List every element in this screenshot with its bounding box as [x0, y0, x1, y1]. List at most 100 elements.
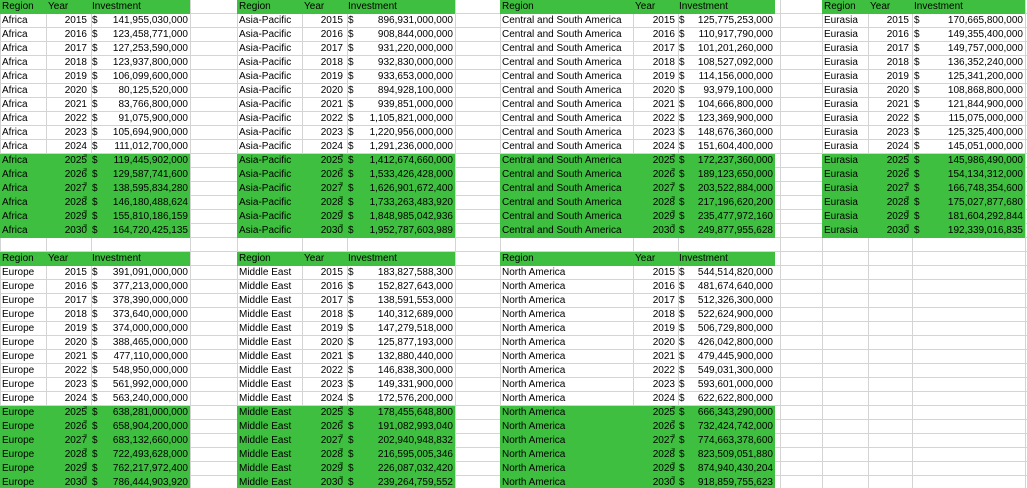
region-cell[interactable]: Asia-Pacific [239, 43, 292, 54]
region-cell[interactable]: North America [502, 351, 566, 362]
investment-cell[interactable]: 192,339,016,835 [947, 225, 1023, 236]
region-cell[interactable]: Eurasia [824, 113, 858, 124]
region-cell[interactable]: Central and South America [502, 57, 622, 68]
currency-symbol-cell[interactable]: $ [348, 15, 354, 26]
investment-cell[interactable]: 249,877,955,628 [697, 225, 773, 236]
investment-cell[interactable]: 918,859,755,623 [697, 477, 773, 488]
year-cell[interactable]: 2018 [886, 57, 909, 68]
region-cell[interactable]: Eurasia [824, 57, 858, 68]
year-cell[interactable]: 2022 [64, 113, 87, 124]
year-cell[interactable]: 2029 [652, 210, 675, 222]
region-cell[interactable]: Africa [2, 211, 28, 222]
investment-cell[interactable]: 106,099,600,000 [112, 71, 188, 82]
region-cell[interactable]: Asia-Pacific [239, 169, 292, 180]
currency-symbol-cell[interactable]: $ [348, 421, 354, 432]
region-cell[interactable]: Eurasia [824, 99, 858, 110]
currency-symbol-cell[interactable]: $ [92, 43, 98, 54]
year-cell[interactable]: 2022 [64, 365, 87, 376]
region-cell[interactable]: Europe [2, 351, 35, 362]
currency-symbol-cell[interactable]: $ [348, 267, 354, 278]
year-cell[interactable]: 2030 [64, 476, 87, 488]
currency-symbol-cell[interactable]: $ [679, 421, 685, 432]
year-cell[interactable]: 2024 [652, 393, 675, 404]
year-cell[interactable]: 2017 [320, 295, 343, 306]
currency-symbol-cell[interactable]: $ [679, 337, 685, 348]
region-cell[interactable]: North America [502, 477, 566, 488]
region-cell[interactable]: North America [502, 365, 566, 376]
region-cell[interactable]: Africa [2, 183, 28, 194]
region-cell[interactable]: Eurasia [824, 127, 858, 138]
region-cell[interactable]: Central and South America [502, 99, 622, 110]
investment-cell[interactable]: 125,325,400,000 [947, 127, 1023, 138]
region-cell[interactable]: Africa [2, 71, 28, 82]
investment-cell[interactable]: 170,665,800,000 [947, 15, 1023, 26]
investment-cell[interactable]: 931,220,000,000 [377, 43, 453, 54]
currency-symbol-cell[interactable]: $ [914, 225, 920, 236]
investment-cell[interactable]: 1,626,901,672,400 [369, 183, 453, 194]
header-region[interactable]: Region [502, 1, 534, 12]
currency-symbol-cell[interactable]: $ [348, 281, 354, 292]
currency-symbol-cell[interactable]: $ [348, 323, 354, 334]
currency-symbol-cell[interactable]: $ [348, 477, 354, 488]
year-cell[interactable]: 2022 [886, 113, 909, 124]
year-cell[interactable]: 2020 [652, 337, 675, 348]
currency-symbol-cell[interactable]: $ [348, 141, 354, 152]
currency-symbol-cell[interactable]: $ [679, 267, 685, 278]
region-cell[interactable]: Africa [2, 225, 28, 236]
year-cell[interactable]: 2024 [64, 141, 87, 152]
region-cell[interactable]: Eurasia [824, 197, 858, 208]
currency-symbol-cell[interactable]: $ [92, 407, 98, 418]
investment-cell[interactable]: 101,201,260,000 [697, 43, 773, 54]
year-cell[interactable]: 2024 [886, 141, 909, 152]
region-cell[interactable]: Africa [2, 197, 28, 208]
investment-cell[interactable]: 149,331,900,000 [377, 379, 453, 390]
investment-cell[interactable]: 1,848,985,042,936 [369, 211, 453, 222]
year-cell[interactable]: 2023 [320, 379, 343, 390]
investment-cell[interactable]: 183,827,588,300 [377, 267, 453, 278]
year-cell[interactable]: 2022 [652, 113, 675, 124]
year-cell[interactable]: 2020 [886, 85, 909, 96]
currency-symbol-cell[interactable]: $ [679, 43, 685, 54]
year-cell[interactable]: 2018 [652, 57, 675, 68]
currency-symbol-cell[interactable]: $ [679, 141, 685, 152]
currency-symbol-cell[interactable]: $ [679, 15, 685, 26]
investment-cell[interactable]: 119,445,902,000 [113, 155, 188, 166]
region-cell[interactable]: Middle East [239, 309, 292, 320]
year-cell[interactable]: 2028 [886, 196, 909, 208]
header-region[interactable]: Region [502, 253, 534, 264]
currency-symbol-cell[interactable]: $ [92, 113, 98, 124]
investment-cell[interactable]: 127,253,590,000 [112, 43, 188, 54]
investment-cell[interactable]: 123,937,800,000 [112, 57, 188, 68]
year-cell[interactable]: 2018 [652, 309, 675, 320]
investment-cell[interactable]: 138,595,834,280 [112, 183, 188, 194]
year-cell[interactable]: 2015 [64, 15, 87, 26]
investment-cell[interactable]: 932,830,000,000 [377, 57, 453, 68]
year-cell[interactable]: 2016 [64, 29, 87, 40]
region-cell[interactable]: North America [502, 421, 566, 432]
investment-cell[interactable]: 479,445,900,000 [697, 351, 773, 362]
year-cell[interactable]: 2021 [64, 99, 87, 110]
region-cell[interactable]: Asia-Pacific [239, 211, 292, 222]
currency-symbol-cell[interactable]: $ [914, 155, 920, 166]
year-cell[interactable]: 2016 [320, 281, 343, 292]
year-cell[interactable]: 2023 [320, 127, 343, 138]
investment-cell[interactable]: 874,940,430,204 [697, 463, 773, 474]
investment-cell[interactable]: 80,125,520,000 [118, 85, 188, 96]
currency-symbol-cell[interactable]: $ [92, 57, 98, 68]
region-cell[interactable]: Middle East [239, 295, 292, 306]
year-cell[interactable]: 2023 [886, 127, 909, 138]
currency-symbol-cell[interactable]: $ [92, 337, 98, 348]
region-cell[interactable]: Europe [2, 309, 35, 320]
region-cell[interactable]: Central and South America [502, 43, 622, 54]
year-cell[interactable]: 2024 [64, 393, 87, 404]
year-cell[interactable]: 2025 [320, 154, 343, 166]
investment-cell[interactable]: 658,904,200,000 [112, 421, 188, 432]
currency-symbol-cell[interactable]: $ [679, 477, 685, 488]
investment-cell[interactable]: 593,601,000,000 [697, 379, 773, 390]
investment-cell[interactable]: 138,591,553,000 [377, 295, 453, 306]
region-cell[interactable]: Asia-Pacific [239, 183, 292, 194]
year-cell[interactable]: 2029 [886, 210, 909, 222]
investment-cell[interactable]: 189,123,650,000 [697, 169, 773, 180]
year-cell[interactable]: 2017 [64, 295, 87, 306]
investment-cell[interactable]: 145,986,490,000 [947, 155, 1023, 166]
